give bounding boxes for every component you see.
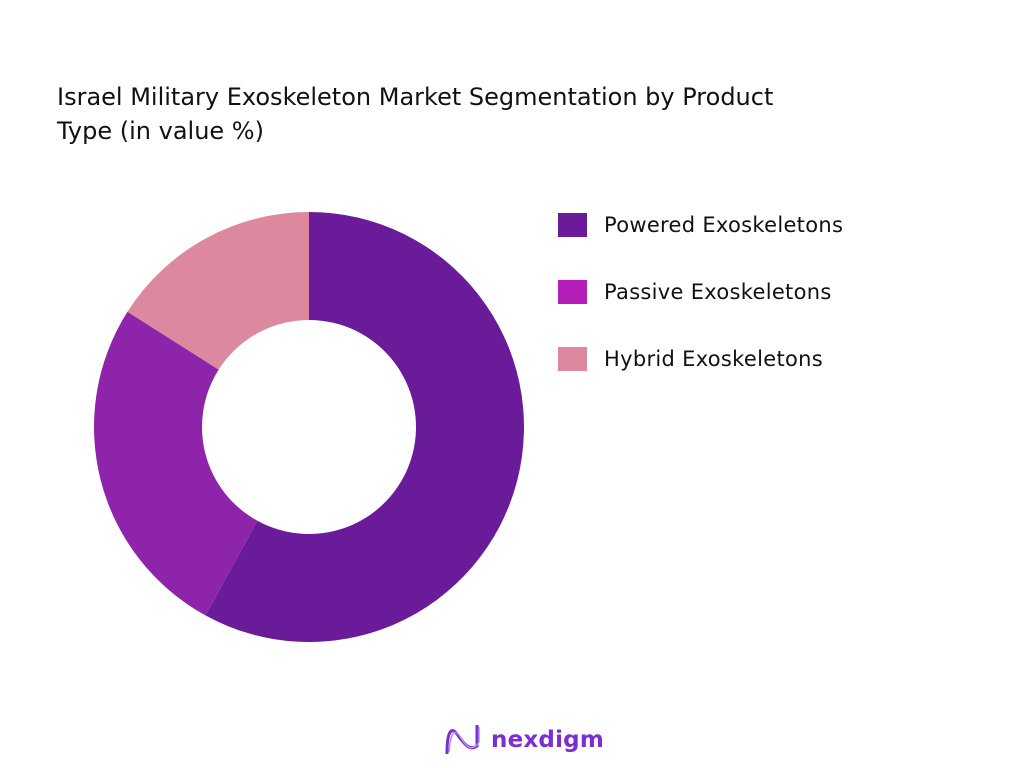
legend-label: Hybrid Exoskeletons <box>604 347 823 371</box>
nexdigm-wave-icon <box>445 725 480 755</box>
logo-text: nexdigm <box>491 727 604 753</box>
legend-swatch <box>558 347 587 371</box>
legend-swatch <box>558 280 587 304</box>
legend-item: Hybrid Exoskeletons <box>558 347 823 371</box>
legend-label: Passive Exoskeletons <box>604 280 832 304</box>
chart-title: Israel Military Exoskeleton Market Segme… <box>57 83 774 145</box>
legend-item: Passive Exoskeletons <box>558 280 832 304</box>
legend-label: Powered Exoskeletons <box>604 213 844 237</box>
donut-slice-passive-exoskeletons <box>93 311 258 616</box>
donut-slice-powered-exoskeletons <box>205 212 524 642</box>
legend-swatch <box>558 213 587 237</box>
nexdigm-logo: nexdigm <box>443 722 604 758</box>
donut-slice-hybrid-exoskeletons <box>127 212 309 370</box>
legend-item: Powered Exoskeletons <box>558 213 843 237</box>
